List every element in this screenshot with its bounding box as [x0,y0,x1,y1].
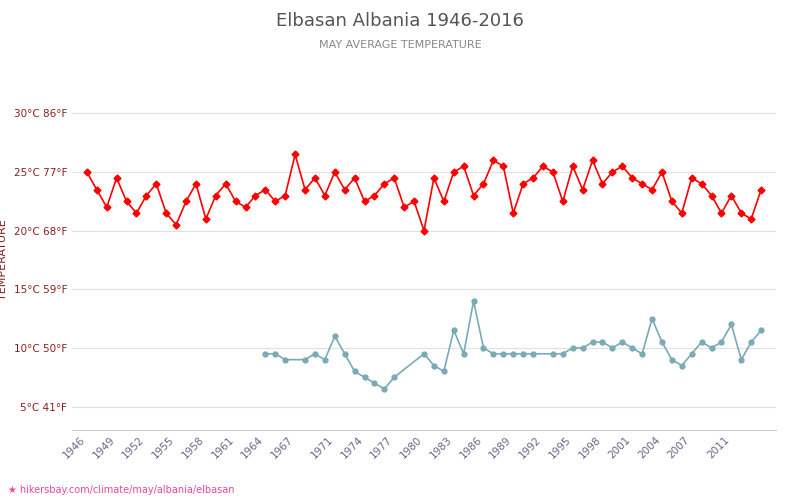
NIGHT [746,339,756,345]
NIGHT [350,368,359,374]
NIGHT [548,351,558,357]
NIGHT [280,356,290,362]
NIGHT [390,374,399,380]
NIGHT [320,356,330,362]
Line: NIGHT: NIGHT [263,298,763,392]
NIGHT [330,333,339,339]
NIGHT [509,351,518,357]
NIGHT [449,328,458,334]
Line: DAY: DAY [85,152,763,233]
NIGHT [667,356,677,362]
NIGHT [697,339,706,345]
DAY [756,186,766,192]
NIGHT [270,351,280,357]
NIGHT [578,345,587,351]
NIGHT [310,351,320,357]
NIGHT [638,351,647,357]
DAY [489,158,498,164]
NIGHT [300,356,310,362]
DAY [132,210,142,216]
NIGHT [588,339,598,345]
NIGHT [627,345,637,351]
NIGHT [469,298,478,304]
NIGHT [370,380,379,386]
NIGHT [558,351,568,357]
NIGHT [489,351,498,357]
NIGHT [647,316,657,322]
DAY [290,152,300,158]
NIGHT [756,328,766,334]
NIGHT [478,345,488,351]
NIGHT [439,368,449,374]
NIGHT [737,356,746,362]
NIGHT [429,362,438,368]
NIGHT [360,374,370,380]
DAY [419,228,429,234]
NIGHT [706,345,716,351]
NIGHT [607,345,617,351]
NIGHT [498,351,508,357]
NIGHT [726,322,736,328]
NIGHT [677,362,686,368]
NIGHT [528,351,538,357]
Text: MAY AVERAGE TEMPERATURE: MAY AVERAGE TEMPERATURE [318,40,482,50]
DAY [211,192,221,198]
NIGHT [717,339,726,345]
DAY [82,169,92,175]
NIGHT [657,339,666,345]
DAY [618,163,627,169]
NIGHT [568,345,578,351]
NIGHT [518,351,528,357]
Text: Elbasan Albania 1946-2016: Elbasan Albania 1946-2016 [276,12,524,30]
DAY [191,181,201,187]
NIGHT [459,351,469,357]
DAY [746,216,756,222]
NIGHT [340,351,350,357]
NIGHT [419,351,429,357]
NIGHT [261,351,270,357]
NIGHT [379,386,389,392]
NIGHT [618,339,627,345]
Text: ★ hikersbay.com/climate/may/albania/elbasan: ★ hikersbay.com/climate/may/albania/elba… [8,485,234,495]
NIGHT [687,351,697,357]
NIGHT [598,339,607,345]
Y-axis label: TEMPERATURE: TEMPERATURE [0,220,8,300]
